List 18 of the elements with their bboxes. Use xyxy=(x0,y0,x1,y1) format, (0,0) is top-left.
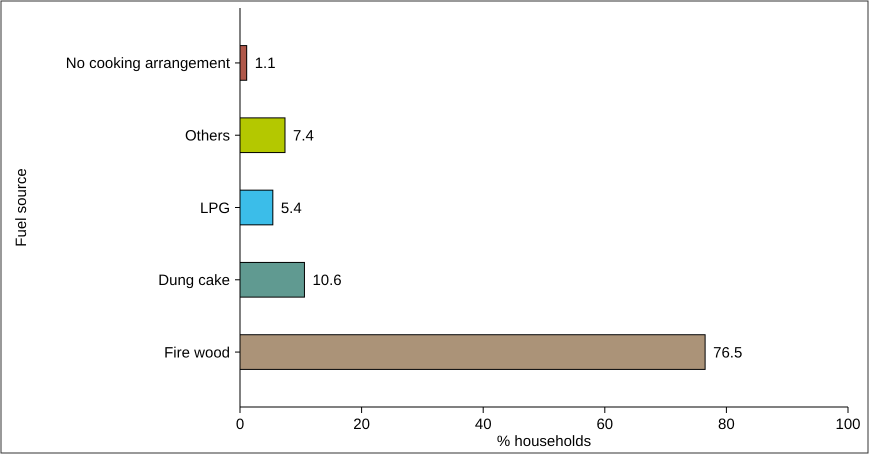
y-axis-title: Fuel source xyxy=(13,168,30,247)
y-tick-label: No cooking arrangement xyxy=(66,55,231,72)
data-label: 76.5 xyxy=(713,344,742,362)
x-axis-title: % households xyxy=(496,433,592,450)
data-label: 10.6 xyxy=(312,272,342,290)
x-tick-label: 40 xyxy=(474,416,492,433)
x-tick-label: 80 xyxy=(718,416,735,433)
data-label: 1.1 xyxy=(254,55,276,72)
y-tick-label: Others xyxy=(184,127,230,144)
y-tick-label: LPG xyxy=(200,200,230,217)
y-tick-label: Dung cake xyxy=(158,272,230,290)
y-tick-label: Fire wood xyxy=(164,344,230,362)
x-tick-label: 0 xyxy=(236,416,244,433)
x-tick-label: 100 xyxy=(835,416,861,433)
x-tick-label: 20 xyxy=(353,416,370,433)
x-tick-label: 60 xyxy=(596,416,614,433)
data-label: 5.4 xyxy=(280,200,302,217)
data-label: 7.4 xyxy=(292,127,314,144)
